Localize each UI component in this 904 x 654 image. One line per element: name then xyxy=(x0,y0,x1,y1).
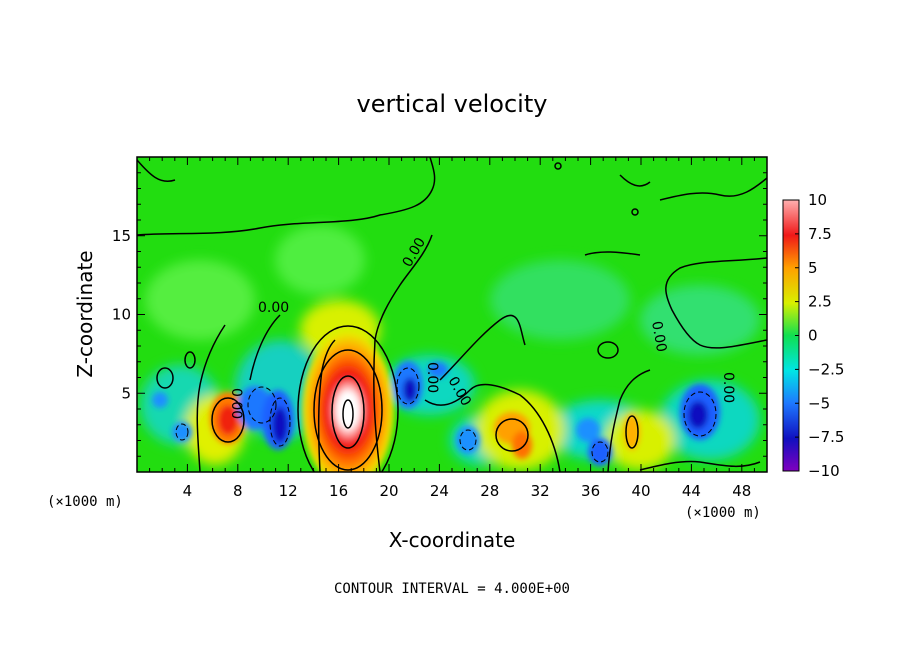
heatmap-field xyxy=(137,157,767,472)
x-tick-label: 8 xyxy=(233,482,243,500)
y-axis-label: Z-coordinate xyxy=(73,250,97,377)
x-tick-label: 16 xyxy=(329,482,348,500)
zero-contours xyxy=(137,157,767,472)
x-tick-label: 48 xyxy=(732,482,751,500)
colorbar-tick-label: 0 xyxy=(808,327,818,345)
contour-interval-note: CONTOUR INTERVAL = 4.000E+00 xyxy=(334,581,570,597)
x-tick-label: 32 xyxy=(531,482,550,500)
colorbar-tick-label: 2.5 xyxy=(808,293,832,311)
x-tick-label: 24 xyxy=(430,482,449,500)
y-ticks: 5 10 15 xyxy=(112,172,767,457)
x-axis-label: X-coordinate xyxy=(389,528,516,552)
colorbar-tick-label: 7.5 xyxy=(808,225,832,243)
colorbar-tick-label: −2.5 xyxy=(808,360,844,378)
x-unit-left: (×1000 m) xyxy=(47,494,123,510)
contour-labels: 0.00 0.00 0.00 0.00 0.00 0.00 0.00 xyxy=(228,235,736,419)
x-tick-label: 12 xyxy=(279,482,298,500)
colorbar-tick-label: 5 xyxy=(808,259,818,277)
colorbar-tick-label: −10 xyxy=(808,462,840,480)
x-unit-right: (×1000 m) xyxy=(685,505,761,521)
y-tick-label: 15 xyxy=(112,227,131,245)
x-tick-label: 40 xyxy=(631,482,650,500)
contour-label: 0.00 xyxy=(424,362,440,393)
x-tick-label: 4 xyxy=(183,482,193,500)
contour-label: 0.00 xyxy=(228,388,244,419)
contour-label: 0.00 xyxy=(258,300,289,316)
x-ticks: 4 8 12 16 20 24 28 32 36 40 44 48 xyxy=(149,157,755,500)
x-tick-label: 20 xyxy=(379,482,398,500)
colorbar-tick-label: −7.5 xyxy=(808,428,844,446)
chart-title: vertical velocity xyxy=(357,90,548,118)
colorbar-ticks: 10 7.5 5 2.5 0 −2.5 −5 −7.5 −10 xyxy=(795,191,844,480)
y-tick-label: 10 xyxy=(112,306,131,324)
contour-label: 0.00 xyxy=(648,320,669,353)
x-tick-label: 36 xyxy=(581,482,600,500)
x-tick-label: 28 xyxy=(480,482,499,500)
negative-contours xyxy=(175,367,717,463)
colorbar-tick-label: 10 xyxy=(808,191,827,209)
x-tick-label: 44 xyxy=(682,482,701,500)
y-tick-label: 5 xyxy=(121,384,131,402)
contour-label: 0.00 xyxy=(720,372,736,403)
colorbar-tick-label: −5 xyxy=(808,394,830,412)
